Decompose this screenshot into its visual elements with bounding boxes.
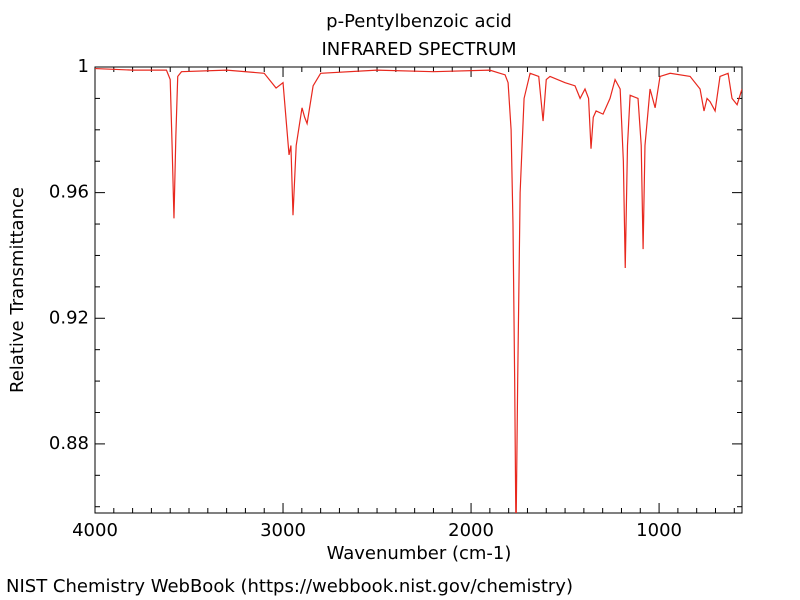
footer: NIST Chemistry WebBook (https://webbook.… [6,576,573,597]
plot-frame [94,66,743,514]
x-tick-label: 1000 [636,520,682,541]
chart-subtitle: INFRARED SPECTRUM [321,39,516,60]
y-tick-label: 0.96 [49,182,89,203]
x-tick-label: 3000 [260,520,306,541]
y-axis-label: Relative Transmittance [7,187,28,393]
spectrum-line [95,67,742,513]
y-tick-label: 0.92 [49,307,89,328]
chart-title: p-Pentylbenzoic acid [326,11,512,32]
y-tick-label: 0.88 [49,433,89,454]
x-tick-label: 2000 [448,520,494,541]
x-tick-label: 4000 [72,520,118,541]
x-axis-label: Wavenumber (cm-1) [327,543,512,564]
y-tick-label: 1 [78,56,89,77]
